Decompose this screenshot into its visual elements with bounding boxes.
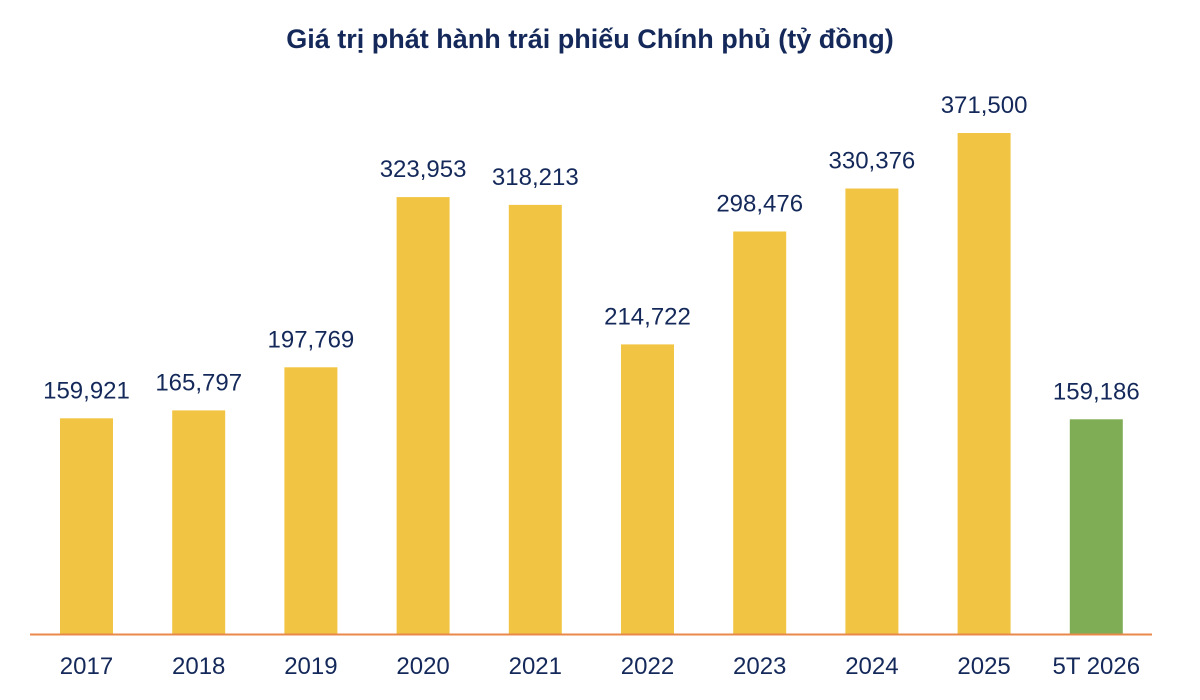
bar-2018 (172, 410, 226, 634)
value-label-2021: 318,213 (492, 164, 579, 191)
x-tick-label-2020: 2020 (396, 653, 449, 680)
value-label-2019: 197,769 (268, 326, 355, 353)
bar-2020 (396, 197, 450, 634)
value-label-2024: 330,376 (829, 148, 916, 175)
bar-2017 (60, 418, 113, 634)
x-tick-label-5t-2026: 5T 2026 (1052, 653, 1140, 680)
value-label-2017: 159,921 (43, 377, 130, 404)
value-label-2023: 298,476 (716, 191, 803, 218)
bar-2021 (508, 204, 562, 634)
x-tick-label-2022: 2022 (621, 653, 674, 680)
x-tick-label-2019: 2019 (284, 653, 337, 680)
x-tick-label-2025: 2025 (957, 653, 1010, 680)
value-label-2018: 165,797 (155, 369, 242, 396)
x-tick-label-2023: 2023 (733, 653, 786, 680)
bar-2024 (845, 188, 899, 634)
x-tick-labels-group: 2017 2018 2019 2020 2021 2022 2023 2024 2025 5T 2… (60, 653, 1140, 680)
x-tick-label-2021: 2021 (509, 653, 562, 680)
bar-5t-2026 (1069, 419, 1123, 634)
value-label-2025: 371,500 (941, 92, 1028, 119)
bar-2022 (621, 344, 674, 634)
bars-group (60, 133, 1123, 634)
bar-2019 (284, 367, 338, 634)
x-tick-label-2017: 2017 (60, 653, 113, 680)
value-label-2022: 214,722 (604, 303, 691, 330)
value-label-2020: 323,953 (380, 156, 467, 183)
chart-title: Giá trị phát hành trái phiếu Chính phủ (… (286, 24, 893, 54)
value-label-5t-2026: 159,186 (1053, 378, 1140, 405)
bar-2025 (957, 133, 1011, 634)
value-labels-group: 159,921 165,797 197,769 323,953 318,213 214,7… (43, 92, 1140, 405)
bar-2023 (733, 231, 787, 634)
x-tick-label-2024: 2024 (845, 653, 898, 680)
x-tick-label-2018: 2018 (172, 653, 225, 680)
